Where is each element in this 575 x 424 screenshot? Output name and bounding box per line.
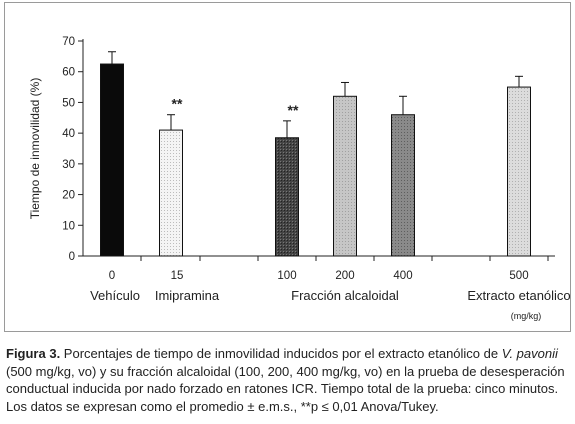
dose-label-15: 15 — [171, 270, 184, 282]
dose-label-500: 500 — [509, 270, 528, 282]
bar-chart: 0 10 20 30 40 50 60 70 Tiempo de inmovilidad (%)… — [28, 36, 570, 321]
caption-species: V. pavonii — [501, 346, 558, 361]
caption-label: Figura 3. — [6, 346, 61, 361]
dose-label-400: 400 — [393, 270, 412, 282]
y-tick-label-20: 20 — [62, 190, 75, 202]
y-axis-title: Tiempo de inmovilidad (%) — [28, 78, 42, 220]
figure-caption: Figura 3. Porcentajes de tiempo de inmov… — [6, 345, 568, 415]
bar-0 — [100, 63, 124, 257]
dose-label-0: 0 — [109, 270, 115, 282]
y-tick-label-40: 40 — [62, 128, 75, 140]
group-label-3: Extracto etanólico — [467, 288, 570, 303]
bar-15 — [159, 129, 183, 257]
y-tick-label-60: 60 — [62, 67, 75, 79]
caption-text-after: (500 mg/kg, vo) y su fracción alcaloidal… — [6, 363, 565, 414]
dose-label-100: 100 — [277, 270, 296, 282]
figure-panel: 0 10 20 30 40 50 60 70 Tiempo de inmovilidad (%)… — [4, 2, 571, 332]
y-tick-label-50: 50 — [62, 97, 75, 109]
bar-500 — [507, 86, 531, 257]
y-tick-label-70: 70 — [62, 36, 75, 48]
group-label-2: Fracción alcaloidal — [291, 288, 399, 303]
dose-label-200: 200 — [335, 270, 354, 282]
significance-100: ** — [288, 102, 299, 118]
bar-200 — [333, 95, 357, 257]
group-label-0: Vehículo — [90, 288, 140, 303]
bar-400 — [391, 114, 415, 257]
group-label-1: Imipramina — [155, 288, 220, 303]
caption-text-before: Porcentajes de tiempo de inmovilidad ind… — [60, 346, 502, 361]
unit-label: (mg/kg) — [511, 311, 542, 321]
y-tick-label-0: 0 — [69, 251, 75, 263]
significance-15: ** — [172, 96, 183, 112]
bar-100 — [275, 137, 299, 257]
y-tick-label-30: 30 — [62, 159, 75, 171]
y-tick-label-10: 10 — [62, 220, 75, 232]
